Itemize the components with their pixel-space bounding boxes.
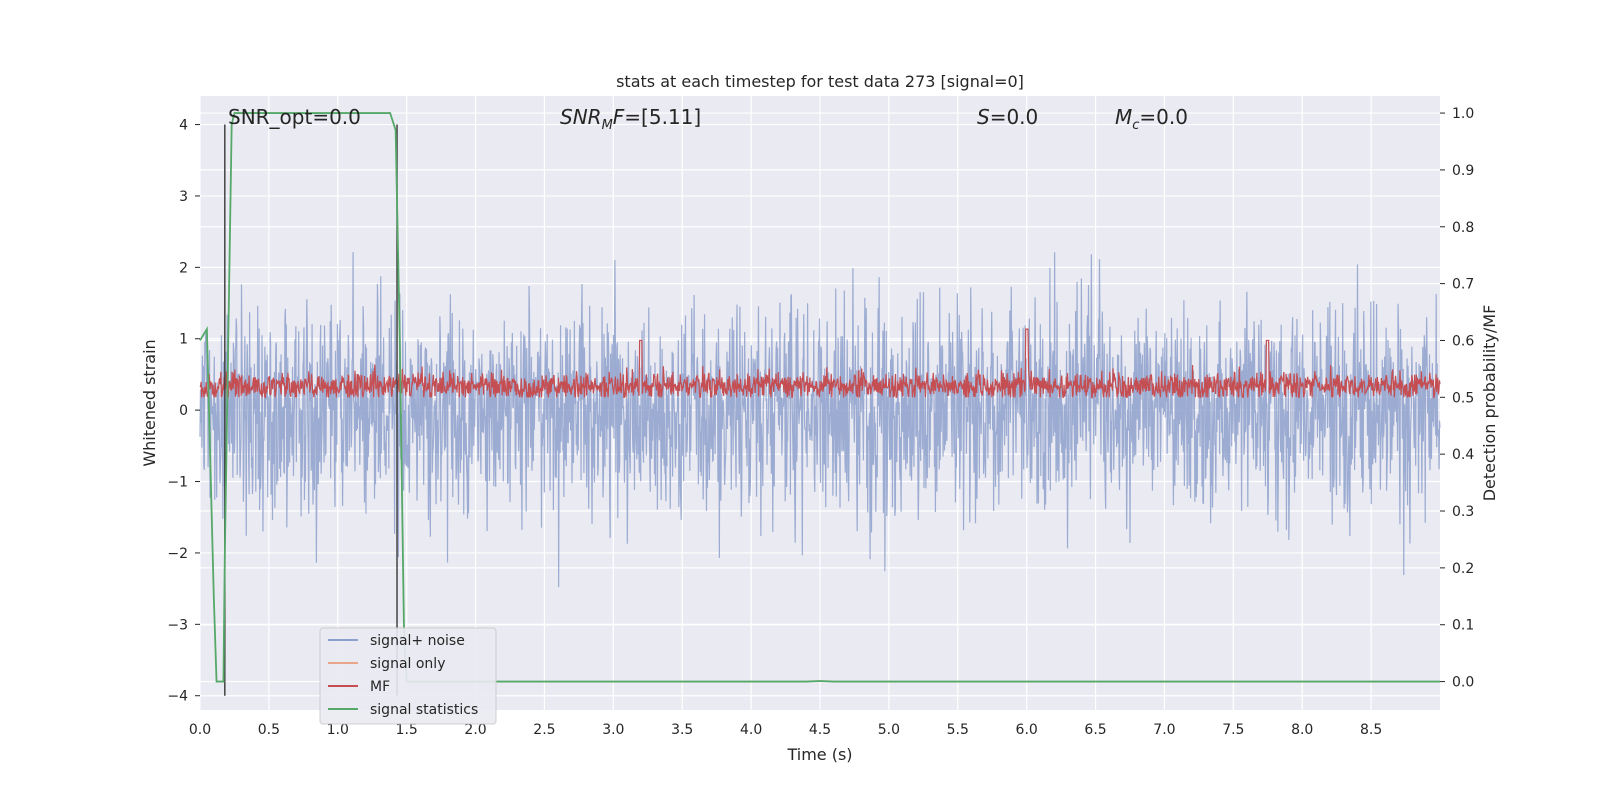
mf-line — [199, 328, 1441, 399]
y-left-tick-label: 4 — [179, 118, 188, 134]
y-right-tick-label: 0.7 — [1452, 277, 1474, 293]
x-tick-label: 1.5 — [396, 722, 418, 738]
y-left-tick-label: −2 — [167, 546, 188, 562]
x-tick-label: 7.0 — [1153, 722, 1175, 738]
x-tick-label: 1.0 — [327, 722, 349, 738]
signal-statistics-series — [199, 112, 1440, 683]
legend-label-noise: signal+ noise — [370, 633, 465, 649]
x-tick-label: 0.0 — [189, 722, 211, 738]
y-left-tick-label: 2 — [179, 260, 188, 276]
x-axis-ticks: 0.0 0.5 1.0 1.5 2.0 2.5 3.0 3.5 4.0 4.5 5.0 5.5 6.0 6… — [189, 722, 1382, 738]
y-left-tick-label: −4 — [167, 689, 188, 705]
y-left-tick-label: 0 — [179, 403, 188, 419]
x-tick-label: 4.5 — [809, 722, 831, 738]
legend: signal+ noise signal only MF signal stat… — [319, 627, 497, 725]
legend-label-mf: MF — [370, 679, 390, 695]
legend-label-signal: signal only — [370, 656, 445, 672]
y-right-axis-ticks: 1.0 0.9 0.8 0.7 0.6 0.5 0.4 0.3 0.2 0.1 0.0 — [1440, 106, 1474, 691]
annotation-mc: Mc=0.0 — [1115, 105, 1188, 133]
x-tick-label: 0.5 — [258, 722, 280, 738]
annotation-s: S=0.0 — [977, 105, 1038, 129]
y-left-tick-label: −3 — [167, 617, 188, 633]
signal-statistics-line — [199, 112, 1440, 683]
y-right-tick-label: 0.4 — [1452, 447, 1474, 463]
mf-series — [199, 328, 1441, 399]
annotations: SNR_opt=0.0 SNRMF=[5.11] S=0.0 Mc=0.0 — [228, 105, 1188, 133]
x-tick-label: 4.0 — [740, 722, 762, 738]
x-tick-label: 8.0 — [1291, 722, 1313, 738]
x-tick-label: 6.0 — [1016, 722, 1038, 738]
legend-label-stats: signal statistics — [370, 702, 478, 718]
y-right-tick-label: 0.6 — [1452, 333, 1474, 349]
y-right-tick-label: 0.1 — [1452, 618, 1474, 634]
y-right-tick-label: 0.9 — [1452, 163, 1474, 179]
annotation-snr-opt: SNR_opt=0.0 — [228, 105, 361, 129]
x-tick-label: 3.5 — [671, 722, 693, 738]
y-right-tick-label: 0.5 — [1452, 390, 1474, 406]
y-right-tick-label: 0.2 — [1452, 561, 1474, 577]
chart-title: stats at each timestep for test data 273… — [616, 72, 1024, 91]
y-right-tick-label: 0.3 — [1452, 504, 1474, 520]
x-tick-label: 5.0 — [878, 722, 900, 738]
x-tick-label: 8.5 — [1360, 722, 1382, 738]
x-tick-label: 5.5 — [947, 722, 969, 738]
x-axis-label: Time (s) — [786, 745, 852, 764]
y-right-axis-label: Detection probability/MF — [1480, 305, 1499, 502]
legend-box — [319, 627, 497, 725]
x-tick-label: 2.0 — [464, 722, 486, 738]
y-left-axis-label: Whitened strain — [140, 339, 159, 466]
y-left-axis-ticks: 4 3 2 1 0 −1 −2 −3 −4 — [167, 118, 200, 705]
x-tick-label: 7.5 — [1222, 722, 1244, 738]
x-tick-label: 3.0 — [602, 722, 624, 738]
y-left-tick-label: −1 — [167, 475, 188, 491]
y-left-tick-label: 1 — [179, 332, 188, 348]
y-right-tick-label: 0.0 — [1452, 675, 1474, 691]
y-right-tick-label: 0.8 — [1452, 220, 1474, 236]
y-left-tick-label: 3 — [179, 189, 188, 205]
x-tick-label: 2.5 — [533, 722, 555, 738]
y-right-tick-label: 1.0 — [1452, 106, 1474, 122]
annotation-snr-mf: SNRMF=[5.11] — [560, 105, 701, 133]
x-tick-label: 6.5 — [1084, 722, 1106, 738]
